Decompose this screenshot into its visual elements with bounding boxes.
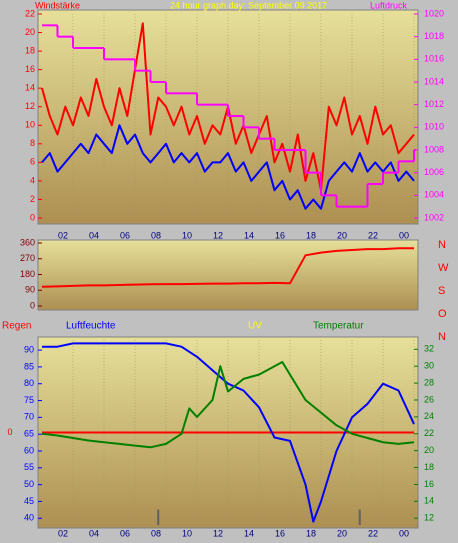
y-tick-label: 20	[25, 27, 35, 37]
x-tick-label: 00	[399, 528, 409, 538]
series-label: Luftfeuchte	[66, 321, 116, 332]
y-tick-label: 18	[25, 45, 35, 55]
y-tick-label: 12	[25, 101, 35, 111]
y-tick-label: 45	[24, 496, 34, 506]
y-tick-label: 65	[24, 429, 34, 439]
compass-label: O	[438, 308, 447, 320]
y-tick-label: 360	[20, 237, 35, 247]
y-tick-label: 60	[24, 445, 34, 455]
x-tick-label: 04	[89, 528, 99, 538]
x-tick-label: 16	[275, 230, 285, 240]
series-line	[41, 124, 415, 210]
y-tick-label: 70	[24, 412, 34, 422]
y-tick-label: 22	[25, 8, 35, 18]
x-tick-label: 10	[182, 230, 192, 240]
plot-background	[37, 239, 419, 311]
y-tick-label: 180	[20, 269, 35, 279]
y-tick-label: 16	[25, 64, 35, 74]
y-tick-label: 90	[24, 344, 34, 354]
x-tick-label: 08	[151, 528, 161, 538]
y-tick-label: 1016	[424, 54, 444, 64]
y-tick-label: 85	[24, 361, 34, 371]
y-tick-label: 55	[24, 462, 34, 472]
x-tick-label: 12	[213, 230, 223, 240]
compass-label: W	[438, 262, 449, 274]
x-tick-label: 18	[306, 230, 316, 240]
chart-title: 24 hour graph day: September 09 2017	[170, 0, 327, 10]
x-tick-label: 14	[244, 528, 254, 538]
y-tick-label: 16	[424, 479, 434, 489]
compass-label: N	[438, 239, 446, 251]
compass-label: N	[438, 331, 446, 343]
series-label: UV	[248, 321, 262, 332]
y-tick-label: 1010	[424, 122, 444, 132]
y-tick-label: 1014	[424, 76, 444, 86]
y-tick-label: 24	[424, 411, 434, 421]
x-tick-label: 02	[58, 528, 68, 538]
series-line	[41, 361, 415, 449]
y-tick-label: 50	[24, 479, 34, 489]
y-tick-label: 30	[424, 361, 434, 371]
x-tick-label: 00	[399, 230, 409, 240]
y-tick-label: 1018	[424, 31, 444, 41]
x-tick-label: 04	[89, 230, 99, 240]
y-tick-label: 1004	[424, 190, 444, 200]
uv-bar	[157, 509, 160, 525]
series-label: Windstärke	[35, 0, 80, 10]
series-label: Regen	[2, 321, 31, 332]
y-tick-label: 18	[424, 462, 434, 472]
x-tick-label: 14	[244, 230, 254, 240]
y-tick-label: 90	[25, 285, 35, 295]
x-tick-label: 16	[275, 528, 285, 538]
y-tick-label: 1012	[424, 99, 444, 109]
y-tick-label: 20	[424, 445, 434, 455]
compass-label: S	[438, 285, 445, 297]
y-tick-label: 10	[25, 120, 35, 130]
y-tick-label: 0	[30, 300, 35, 310]
x-tick-label: 20	[337, 528, 347, 538]
x-tick-label: 06	[120, 528, 130, 538]
y-tick-label: 2	[30, 194, 35, 204]
y-tick-label: 28	[424, 377, 434, 387]
series-label: Luftdruck	[370, 0, 408, 10]
y-tick-label: 1002	[424, 212, 444, 222]
y-tick-label: 1006	[424, 167, 444, 177]
y-tick-label: 6	[30, 157, 35, 167]
x-tick-label: 18	[306, 528, 316, 538]
x-tick-label: 22	[368, 528, 378, 538]
x-tick-label: 02	[58, 230, 68, 240]
x-tick-label: 08	[151, 230, 161, 240]
y-tick-label: 75	[24, 395, 34, 405]
y-tick-label: 0	[7, 427, 12, 437]
y-tick-label: 32	[424, 344, 434, 354]
y-tick-label: 14	[424, 496, 434, 506]
y-tick-label: 8	[30, 138, 35, 148]
series-line	[42, 342, 415, 523]
series-label: Temperatur	[313, 321, 364, 332]
y-tick-label: 14	[25, 83, 35, 93]
series-line	[41, 247, 414, 288]
y-tick-label: 80	[24, 378, 34, 388]
uv-bar	[358, 509, 361, 525]
y-tick-label: 40	[24, 513, 34, 523]
y-tick-label: 0	[30, 212, 35, 222]
x-tick-label: 06	[120, 230, 130, 240]
y-tick-label: 12	[424, 513, 434, 523]
x-tick-label: 20	[337, 230, 347, 240]
y-tick-label: 270	[20, 253, 35, 263]
y-tick-label: 1008	[424, 144, 444, 154]
y-tick-label: 22	[424, 428, 434, 438]
y-tick-label: 4	[30, 175, 35, 185]
x-tick-label: 22	[368, 230, 378, 240]
y-tick-label: 1020	[424, 8, 444, 18]
y-tick-label: 26	[424, 394, 434, 404]
x-tick-label: 12	[213, 528, 223, 538]
x-tick-label: 10	[182, 528, 192, 538]
